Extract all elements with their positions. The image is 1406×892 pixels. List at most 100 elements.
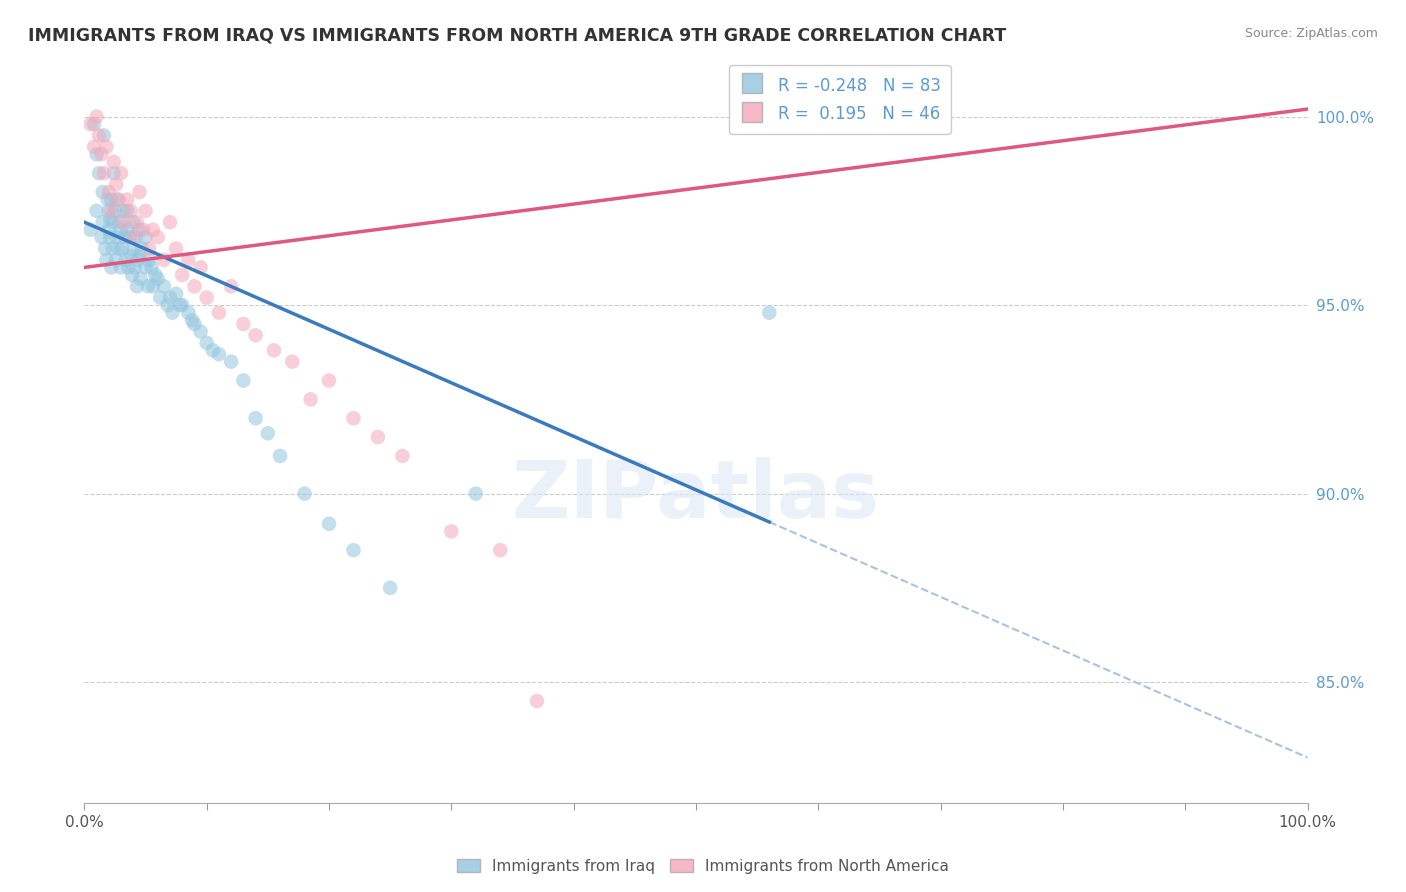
Point: [138, 252, 160, 267]
Legend: R = -0.248   N = 83, R =  0.195   N = 46: R = -0.248 N = 83, R = 0.195 N = 46: [730, 65, 950, 134]
Point: [97, 185, 120, 199]
Point: [128, 185, 150, 199]
Point: [100, 193, 122, 207]
Point: [83, 117, 105, 131]
Point: [208, 347, 231, 361]
Point: [110, 260, 132, 275]
Point: [758, 306, 780, 320]
Point: [183, 279, 205, 293]
Point: [120, 203, 142, 218]
Point: [110, 166, 132, 180]
Point: [98, 211, 121, 226]
Point: [245, 411, 267, 425]
Point: [100, 260, 122, 275]
Point: [232, 374, 254, 388]
Point: [162, 306, 184, 320]
Point: [117, 260, 139, 275]
Text: Source: ZipAtlas.com: Source: ZipAtlas.com: [1244, 27, 1378, 40]
Point: [131, 242, 153, 256]
Point: [165, 242, 187, 256]
Point: [128, 223, 150, 237]
Point: [190, 260, 212, 275]
Point: [342, 411, 364, 425]
Point: [90, 147, 112, 161]
Point: [101, 215, 124, 229]
Point: [257, 426, 280, 441]
Point: [86, 110, 108, 124]
Point: [142, 223, 165, 237]
Point: [97, 223, 120, 237]
Point: [440, 524, 463, 539]
Point: [129, 271, 152, 285]
Point: [299, 392, 322, 407]
Point: [112, 203, 135, 218]
Point: [177, 306, 200, 320]
Point: [121, 268, 143, 282]
Point: [489, 543, 512, 558]
Point: [195, 291, 218, 305]
Point: [281, 354, 304, 368]
Point: [97, 193, 120, 207]
Point: [98, 230, 121, 244]
Point: [156, 298, 179, 312]
Point: [115, 203, 138, 218]
Point: [142, 279, 165, 293]
Point: [101, 242, 124, 256]
Point: [118, 230, 141, 244]
Point: [201, 343, 224, 358]
Text: IMMIGRANTS FROM IRAQ VS IMMIGRANTS FROM NORTH AMERICA 9TH GRADE CORRELATION CHAR: IMMIGRANTS FROM IRAQ VS IMMIGRANTS FROM …: [28, 27, 1007, 45]
Point: [94, 242, 117, 256]
Point: [115, 252, 138, 267]
Point: [122, 215, 145, 229]
Point: [190, 325, 212, 339]
Point: [79, 223, 101, 237]
Point: [195, 335, 218, 350]
Point: [165, 286, 187, 301]
Point: [79, 117, 101, 131]
Point: [181, 313, 204, 327]
Point: [136, 279, 159, 293]
Point: [122, 242, 145, 256]
Point: [391, 449, 413, 463]
Point: [86, 147, 108, 161]
Point: [143, 268, 166, 282]
Point: [219, 354, 242, 368]
Point: [128, 249, 150, 263]
Point: [103, 166, 125, 180]
Point: [91, 185, 114, 199]
Point: [172, 298, 194, 312]
Point: [172, 268, 194, 282]
Point: [146, 271, 169, 285]
Point: [93, 128, 115, 143]
Point: [86, 203, 108, 218]
Point: [245, 328, 267, 343]
Point: [177, 252, 200, 267]
Point: [127, 252, 149, 267]
Legend: Immigrants from Iraq, Immigrants from North America: Immigrants from Iraq, Immigrants from No…: [451, 853, 955, 880]
Point: [122, 230, 145, 244]
Point: [115, 223, 138, 237]
Point: [107, 193, 129, 207]
Point: [269, 449, 291, 463]
Point: [149, 291, 172, 305]
Point: [105, 230, 128, 244]
Point: [135, 260, 157, 275]
Point: [125, 215, 148, 229]
Point: [318, 516, 340, 531]
Point: [111, 242, 134, 256]
Point: [135, 230, 157, 244]
Point: [135, 203, 157, 218]
Point: [125, 279, 148, 293]
Text: ZIPatlas: ZIPatlas: [512, 457, 880, 534]
Point: [96, 140, 118, 154]
Point: [103, 154, 125, 169]
Point: [183, 317, 205, 331]
Point: [87, 166, 110, 180]
Point: [318, 374, 340, 388]
Point: [120, 249, 142, 263]
Point: [108, 215, 131, 229]
Point: [97, 203, 120, 218]
Point: [153, 252, 176, 267]
Point: [105, 252, 128, 267]
Point: [153, 279, 176, 293]
